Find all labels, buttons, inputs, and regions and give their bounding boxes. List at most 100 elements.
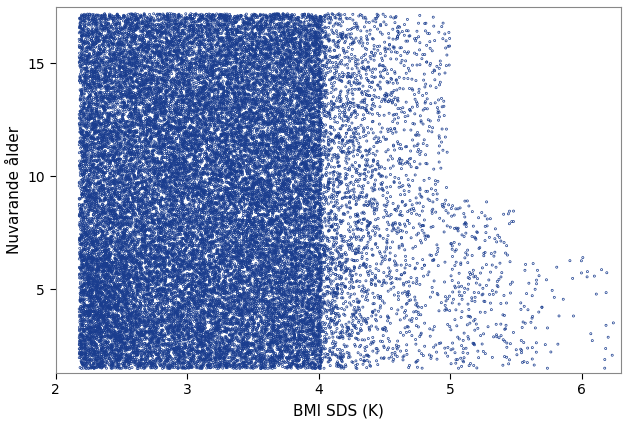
Point xyxy=(399,314,409,321)
Point xyxy=(210,55,220,62)
Point xyxy=(169,158,179,165)
Point xyxy=(192,183,202,190)
Point xyxy=(218,349,228,356)
Point xyxy=(271,353,281,360)
Point xyxy=(74,309,84,315)
Point xyxy=(277,152,287,159)
Point xyxy=(154,42,165,49)
Point xyxy=(222,21,232,28)
Point xyxy=(305,255,315,261)
Point xyxy=(317,218,327,225)
Point xyxy=(221,15,231,22)
Point xyxy=(205,166,215,173)
Point xyxy=(117,167,127,174)
Point xyxy=(208,361,218,368)
Point xyxy=(191,198,201,205)
Point xyxy=(239,198,249,205)
Point xyxy=(158,190,168,196)
Point xyxy=(248,92,258,99)
Point xyxy=(256,99,266,105)
Point xyxy=(272,246,282,253)
Point xyxy=(306,281,317,288)
Point xyxy=(84,199,94,206)
Point xyxy=(237,100,247,107)
Point xyxy=(230,178,241,185)
Point xyxy=(305,247,315,254)
Point xyxy=(232,14,242,21)
Point xyxy=(308,80,318,87)
Point xyxy=(144,280,154,287)
Point xyxy=(168,220,178,227)
Point xyxy=(173,24,183,31)
Point xyxy=(246,96,256,102)
Point xyxy=(303,332,313,339)
Point xyxy=(119,207,129,214)
Point xyxy=(154,274,164,281)
Point xyxy=(303,30,313,37)
Point xyxy=(292,85,302,92)
Point xyxy=(288,275,298,282)
Point xyxy=(148,275,158,281)
Point xyxy=(259,34,269,41)
Point xyxy=(139,238,149,245)
Point xyxy=(197,240,207,246)
Point xyxy=(279,62,289,69)
Point xyxy=(131,163,141,170)
Point xyxy=(304,292,314,298)
Point xyxy=(217,329,227,335)
Point xyxy=(108,95,118,102)
Point xyxy=(105,209,115,215)
Point xyxy=(341,321,351,328)
Point xyxy=(180,260,190,267)
Point xyxy=(202,362,212,369)
Point xyxy=(203,329,213,335)
Point xyxy=(237,363,247,370)
Point xyxy=(106,239,116,246)
Point xyxy=(257,133,268,140)
Point xyxy=(211,298,221,305)
Point xyxy=(267,324,277,331)
Point xyxy=(224,48,234,54)
Point xyxy=(127,332,137,339)
Point xyxy=(293,26,303,33)
Point xyxy=(168,221,178,228)
Point xyxy=(121,156,131,162)
Point xyxy=(255,46,265,53)
Point xyxy=(148,94,158,100)
Point xyxy=(80,17,90,24)
Point xyxy=(305,23,315,29)
Point xyxy=(205,361,215,368)
Point xyxy=(303,157,313,164)
Point xyxy=(215,252,225,259)
Point xyxy=(125,174,135,181)
Point xyxy=(183,295,193,301)
Point xyxy=(138,31,148,38)
Point xyxy=(245,128,255,134)
Point xyxy=(337,358,347,365)
Point xyxy=(109,53,119,60)
Point xyxy=(270,92,280,99)
Point xyxy=(292,104,302,111)
Point xyxy=(302,122,312,128)
Point xyxy=(257,22,268,29)
Point xyxy=(279,57,289,64)
Point xyxy=(220,158,230,164)
Point xyxy=(213,66,223,73)
Point xyxy=(311,346,322,353)
Point xyxy=(175,14,185,21)
Point xyxy=(247,28,257,35)
Point xyxy=(96,83,106,90)
Point xyxy=(166,291,176,298)
Point xyxy=(80,191,90,198)
Point xyxy=(268,286,278,292)
Point xyxy=(284,353,295,360)
Point xyxy=(92,186,102,193)
Point xyxy=(212,32,222,39)
Point xyxy=(296,293,306,300)
Point xyxy=(177,98,187,105)
Point xyxy=(274,235,284,242)
Point xyxy=(379,355,389,362)
Point xyxy=(176,190,187,196)
Point xyxy=(106,249,116,256)
Point xyxy=(84,101,94,108)
